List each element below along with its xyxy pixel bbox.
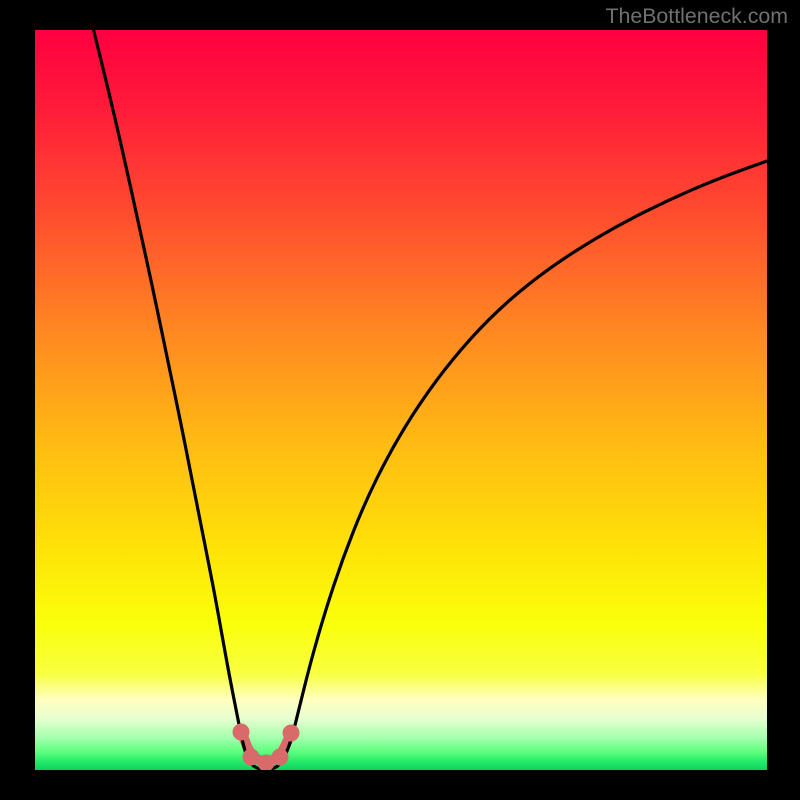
chart-stage: TheBottleneck.com [0, 0, 800, 800]
curve-marker [233, 723, 250, 740]
bottleneck-curve [35, 30, 767, 770]
curve-marker [283, 725, 300, 742]
curve-marker [272, 748, 289, 765]
plot-area [35, 30, 767, 770]
watermark-text: TheBottleneck.com [605, 4, 788, 29]
